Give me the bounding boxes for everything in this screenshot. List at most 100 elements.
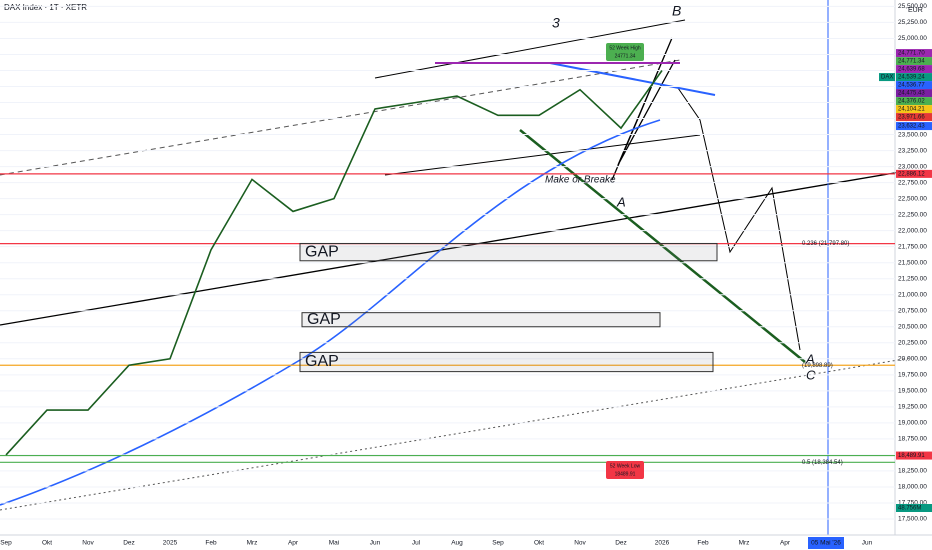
trendline bbox=[0, 171, 901, 326]
price-tag-label: 22,886.12 bbox=[898, 171, 925, 177]
price-tag-label: 18,489.91 bbox=[898, 453, 925, 459]
level-label: 0.236 (21,797.80) bbox=[802, 241, 849, 247]
price-line bbox=[5, 70, 663, 456]
drawings bbox=[0, 0, 932, 536]
volume-label: 48.756M bbox=[898, 506, 921, 512]
y-tick-label: 19,500.00 bbox=[898, 388, 927, 395]
x-tick-label: Sep bbox=[0, 540, 12, 547]
ticker-tag bbox=[879, 73, 895, 82]
x-tick-label: Dez bbox=[123, 540, 135, 547]
price-tag bbox=[896, 89, 932, 98]
price-tag bbox=[896, 49, 932, 58]
x-tick-label: Okt bbox=[534, 540, 544, 547]
x-tick-label: Mrz bbox=[739, 540, 750, 547]
x-tick-label: Jul bbox=[412, 540, 421, 547]
price-tag bbox=[896, 81, 932, 90]
currency: EUR bbox=[908, 7, 923, 14]
y-tick-label: 20,500.00 bbox=[898, 323, 927, 330]
x-tick-label: Nov bbox=[82, 540, 94, 547]
annotation: 3 bbox=[552, 15, 560, 31]
y-tick-label: 25,250.00 bbox=[898, 19, 927, 26]
y-tick-label: 21,250.00 bbox=[898, 275, 927, 282]
y-tick-label: 21,750.00 bbox=[898, 243, 927, 250]
projection bbox=[677, 87, 801, 351]
price-tag-label: 24,475.43 bbox=[898, 91, 925, 97]
gap-label: GAP bbox=[305, 353, 339, 370]
x-tick-label: Feb bbox=[205, 540, 217, 547]
trendline bbox=[384, 134, 701, 176]
x-tick-label: Mrz bbox=[247, 540, 258, 547]
week-low-value: 18489.91 bbox=[615, 471, 636, 477]
trendline bbox=[0, 59, 681, 176]
trendline bbox=[0, 357, 911, 511]
y-tick-label: 21,000.00 bbox=[898, 291, 927, 298]
wave bbox=[611, 37, 676, 181]
moving-average bbox=[0, 119, 661, 506]
gap-zone bbox=[301, 312, 661, 328]
y-tick-label: 22,000.00 bbox=[898, 227, 927, 234]
y-tick-label: 23,250.00 bbox=[898, 147, 927, 154]
annotation: A bbox=[805, 351, 815, 366]
x-tick-label: Nov bbox=[574, 540, 586, 547]
y-tick-label: 20,000.00 bbox=[898, 356, 927, 363]
level-label: 0.5 (18,384.54) bbox=[802, 460, 843, 466]
y-tick-label: 17,500.00 bbox=[898, 516, 927, 523]
trendline bbox=[374, 19, 686, 79]
x-tick-label: Dez bbox=[615, 540, 627, 547]
y-tick-label: 18,750.00 bbox=[898, 436, 927, 443]
x-tick-label: 2026 bbox=[655, 540, 670, 547]
ticker-label: DAX bbox=[881, 75, 893, 81]
annotation: Make or Breake bbox=[545, 175, 616, 186]
annotation: B bbox=[672, 3, 681, 19]
x-tick-label: 05 Mai '26 bbox=[811, 540, 841, 547]
x-tick-label: Okt bbox=[42, 540, 52, 547]
y-tick-label: 20,750.00 bbox=[898, 307, 927, 314]
price-tag bbox=[896, 451, 932, 460]
x-tick-label: Mai bbox=[329, 540, 339, 547]
x-tick-label: Jun bbox=[370, 540, 381, 547]
chart-title: DAX Index · 1T · XETR bbox=[4, 3, 87, 12]
y-tick-label: 22,750.00 bbox=[898, 179, 927, 186]
y-tick-label: 20,250.00 bbox=[898, 340, 927, 347]
week-high-box bbox=[606, 43, 644, 61]
annotation: A bbox=[616, 194, 626, 209]
gap-zone bbox=[299, 351, 714, 373]
y-tick-label: 19,000.00 bbox=[898, 420, 927, 427]
y-tick-label: 18,250.00 bbox=[898, 468, 927, 475]
price-tag bbox=[896, 169, 932, 178]
y-tick-label: 18,000.00 bbox=[898, 484, 927, 491]
annotation: C bbox=[806, 367, 816, 382]
price-tag bbox=[896, 73, 932, 82]
price-tag-label: 24,539.24 bbox=[898, 75, 925, 81]
y-tick-label: 23,000.00 bbox=[898, 163, 927, 170]
gap-zone bbox=[299, 242, 718, 262]
price-tag-label: 24,771.70 bbox=[898, 51, 925, 57]
price-tag-label: 24,104.21 bbox=[898, 107, 925, 113]
price-tag bbox=[896, 97, 932, 106]
y-tick-label: 17,750.00 bbox=[898, 500, 927, 507]
x-tick-label: Aug bbox=[451, 540, 463, 547]
volume-tag bbox=[896, 504, 932, 512]
y-tick-label: 25,500.00 bbox=[898, 3, 927, 10]
week-low-label: 52 Week Low bbox=[610, 463, 641, 469]
price-tag bbox=[896, 122, 932, 131]
y-tick-label: 22,250.00 bbox=[898, 211, 927, 218]
week-low-box bbox=[606, 461, 644, 479]
y-tick-label: 21,500.00 bbox=[898, 259, 927, 266]
price-tag-label: 23,632.43 bbox=[898, 124, 925, 130]
y-tick-label: 23,500.00 bbox=[898, 131, 927, 138]
y-tick-label: 19,250.00 bbox=[898, 404, 927, 411]
price-tag-label: 24,639.68 bbox=[898, 67, 925, 73]
price-tag-label: 23,971.66 bbox=[898, 115, 925, 121]
x-tick-label: 2025 bbox=[163, 540, 178, 547]
price-tag-label: 24,376.02 bbox=[898, 99, 925, 105]
week-high-value: 24771.34 bbox=[615, 53, 636, 59]
price-tag bbox=[896, 57, 932, 66]
price-tag bbox=[896, 113, 932, 122]
trendline bbox=[549, 62, 716, 96]
x-tick-label: Apr bbox=[288, 540, 299, 547]
x-tick-label: Feb bbox=[697, 540, 709, 547]
x-tick-label: Jun bbox=[862, 540, 873, 547]
level-label: (19,898.89) bbox=[802, 363, 833, 369]
